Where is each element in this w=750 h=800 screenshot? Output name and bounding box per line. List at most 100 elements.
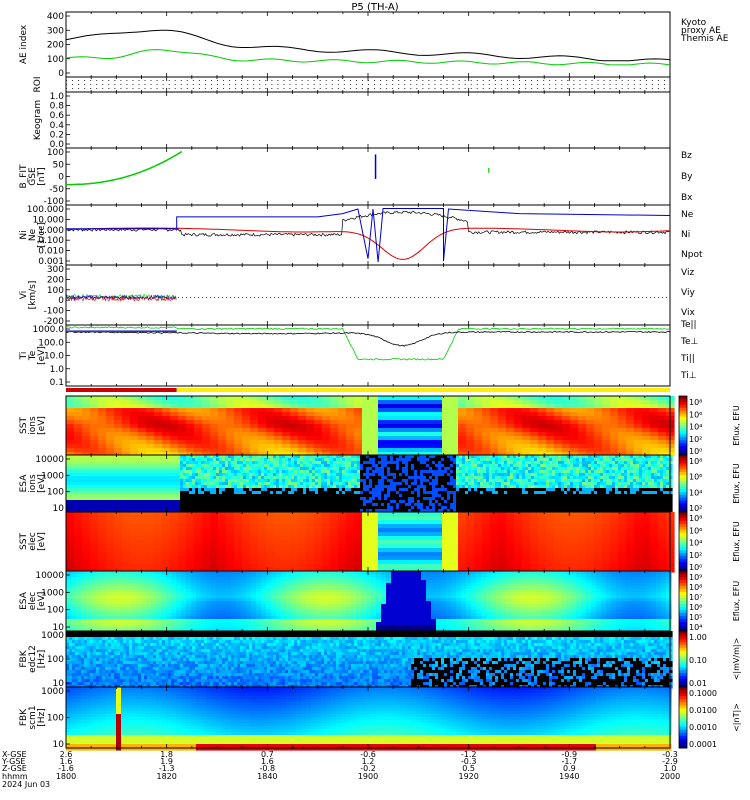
spectrogram-cell (534, 497, 538, 501)
spectrogram-cell (138, 404, 147, 409)
spectrogram-cell (147, 485, 151, 489)
spectrogram-cell (81, 503, 85, 507)
spectrogram-cell (156, 497, 160, 501)
spectrogram-cell (195, 476, 199, 480)
spectrogram-cell (117, 470, 121, 474)
spectrogram-cell (450, 491, 454, 495)
spectrogram-cell (270, 509, 274, 513)
spectrogram-cell (486, 509, 490, 513)
spectrogram-cell (226, 416, 235, 421)
spectrogram-cell (426, 488, 430, 492)
roi-dot (162, 80, 164, 81)
spectrogram-cell (642, 412, 651, 417)
spectrogram-cell (471, 467, 475, 471)
spectrogram-cell (219, 494, 223, 498)
spectrogram-cell (135, 509, 139, 513)
roi-dot (543, 84, 545, 85)
spectrogram-cell (411, 470, 415, 474)
spectrogram-cell (462, 500, 466, 504)
spectrogram-cell (399, 506, 403, 510)
spectrogram-cell (138, 506, 142, 510)
spectrogram-cell (513, 497, 517, 501)
spectrogram-cell (369, 482, 373, 486)
spectrogram-cell (114, 455, 118, 459)
spectrogram-cell (522, 503, 526, 507)
spectrogram-cell (483, 473, 487, 477)
spectrogram-cell (498, 476, 502, 480)
spectrogram-cell (246, 506, 250, 510)
spectrogram-cell (435, 455, 439, 459)
spectrogram-cell (586, 436, 595, 441)
spectrogram-cell (105, 476, 109, 480)
spectrogram-cell (438, 509, 442, 513)
spectrogram-cell (249, 509, 253, 513)
roi-dot (355, 84, 357, 85)
y-tick-label: 1000.0 (33, 325, 65, 335)
spectrogram-cell (372, 473, 376, 477)
spectrogram-cell (546, 412, 555, 417)
legend-entry: Te|| (680, 320, 697, 330)
spectrogram-cell (114, 424, 123, 429)
spectrogram-cell (146, 400, 155, 405)
spectrogram-cell (303, 503, 307, 507)
spectrogram-cell (477, 473, 481, 477)
spectrogram-cell (466, 448, 475, 453)
roi-dot (198, 88, 200, 89)
spectrogram-cell (132, 479, 136, 483)
spectrogram-cell (554, 408, 563, 413)
spectrogram-cell (129, 464, 133, 468)
roi-dot (567, 84, 569, 85)
spectrogram-cell (216, 473, 220, 477)
spectrogram-cell (207, 455, 211, 459)
spectrogram-cell (642, 436, 651, 441)
spectrogram-cell (602, 412, 611, 417)
spectrogram-cell (291, 464, 295, 468)
spectrogram-cell (150, 476, 154, 480)
spectrogram-cell (330, 436, 339, 441)
spectrogram-cell (333, 455, 337, 459)
spectrogram-cell (288, 461, 292, 465)
spectrogram-cell (510, 503, 514, 507)
spectrogram-cell (438, 470, 442, 474)
spectrogram-cell (468, 503, 472, 507)
spectrogram-cell (442, 416, 451, 421)
spectrogram-cell (303, 461, 307, 465)
spectrogram-cell (102, 467, 106, 471)
spectrogram-cell (82, 416, 91, 421)
roi-dot (301, 88, 303, 89)
roi-dot (651, 84, 653, 85)
spectrogram-cell (226, 428, 235, 433)
spectrogram-cell (402, 440, 411, 445)
spectrogram-cell (135, 464, 139, 468)
spectrogram-cell (318, 509, 322, 513)
spectrogram-cell (324, 461, 328, 465)
spectrogram-cell (396, 506, 400, 510)
spectrogram-cell (525, 506, 529, 510)
spectrogram-cell (610, 452, 619, 457)
spectrogram-cell (486, 476, 490, 480)
spectrogram-cell (123, 509, 127, 513)
spectrogram-cell (387, 497, 391, 501)
spectrogram-cell (342, 470, 346, 474)
spectrogram-cell (474, 448, 483, 453)
spectrogram-cell (432, 473, 436, 477)
spectrogram-cell (456, 497, 460, 501)
spectrogram-cell (538, 444, 547, 449)
spectrogram-cell (438, 506, 442, 510)
spectrogram-cell (96, 470, 100, 474)
spectrogram-cell (98, 416, 107, 421)
spectrogram-cell (530, 404, 539, 409)
spectrogram-cell (435, 482, 439, 486)
spectrogram-cell (279, 479, 283, 483)
spectrogram-cell (147, 455, 151, 459)
roi-dot (102, 84, 104, 85)
spectrogram-cell (246, 503, 250, 507)
spectrogram-cell (465, 461, 469, 465)
spectrogram-cell (114, 458, 118, 462)
spectrogram-cell (444, 500, 448, 504)
spectrogram-cell (213, 482, 217, 486)
spectrogram-cell (123, 506, 127, 510)
spectrogram-cell (429, 467, 433, 471)
spectrogram-cell (171, 464, 175, 468)
spectrogram-cell (530, 428, 539, 433)
